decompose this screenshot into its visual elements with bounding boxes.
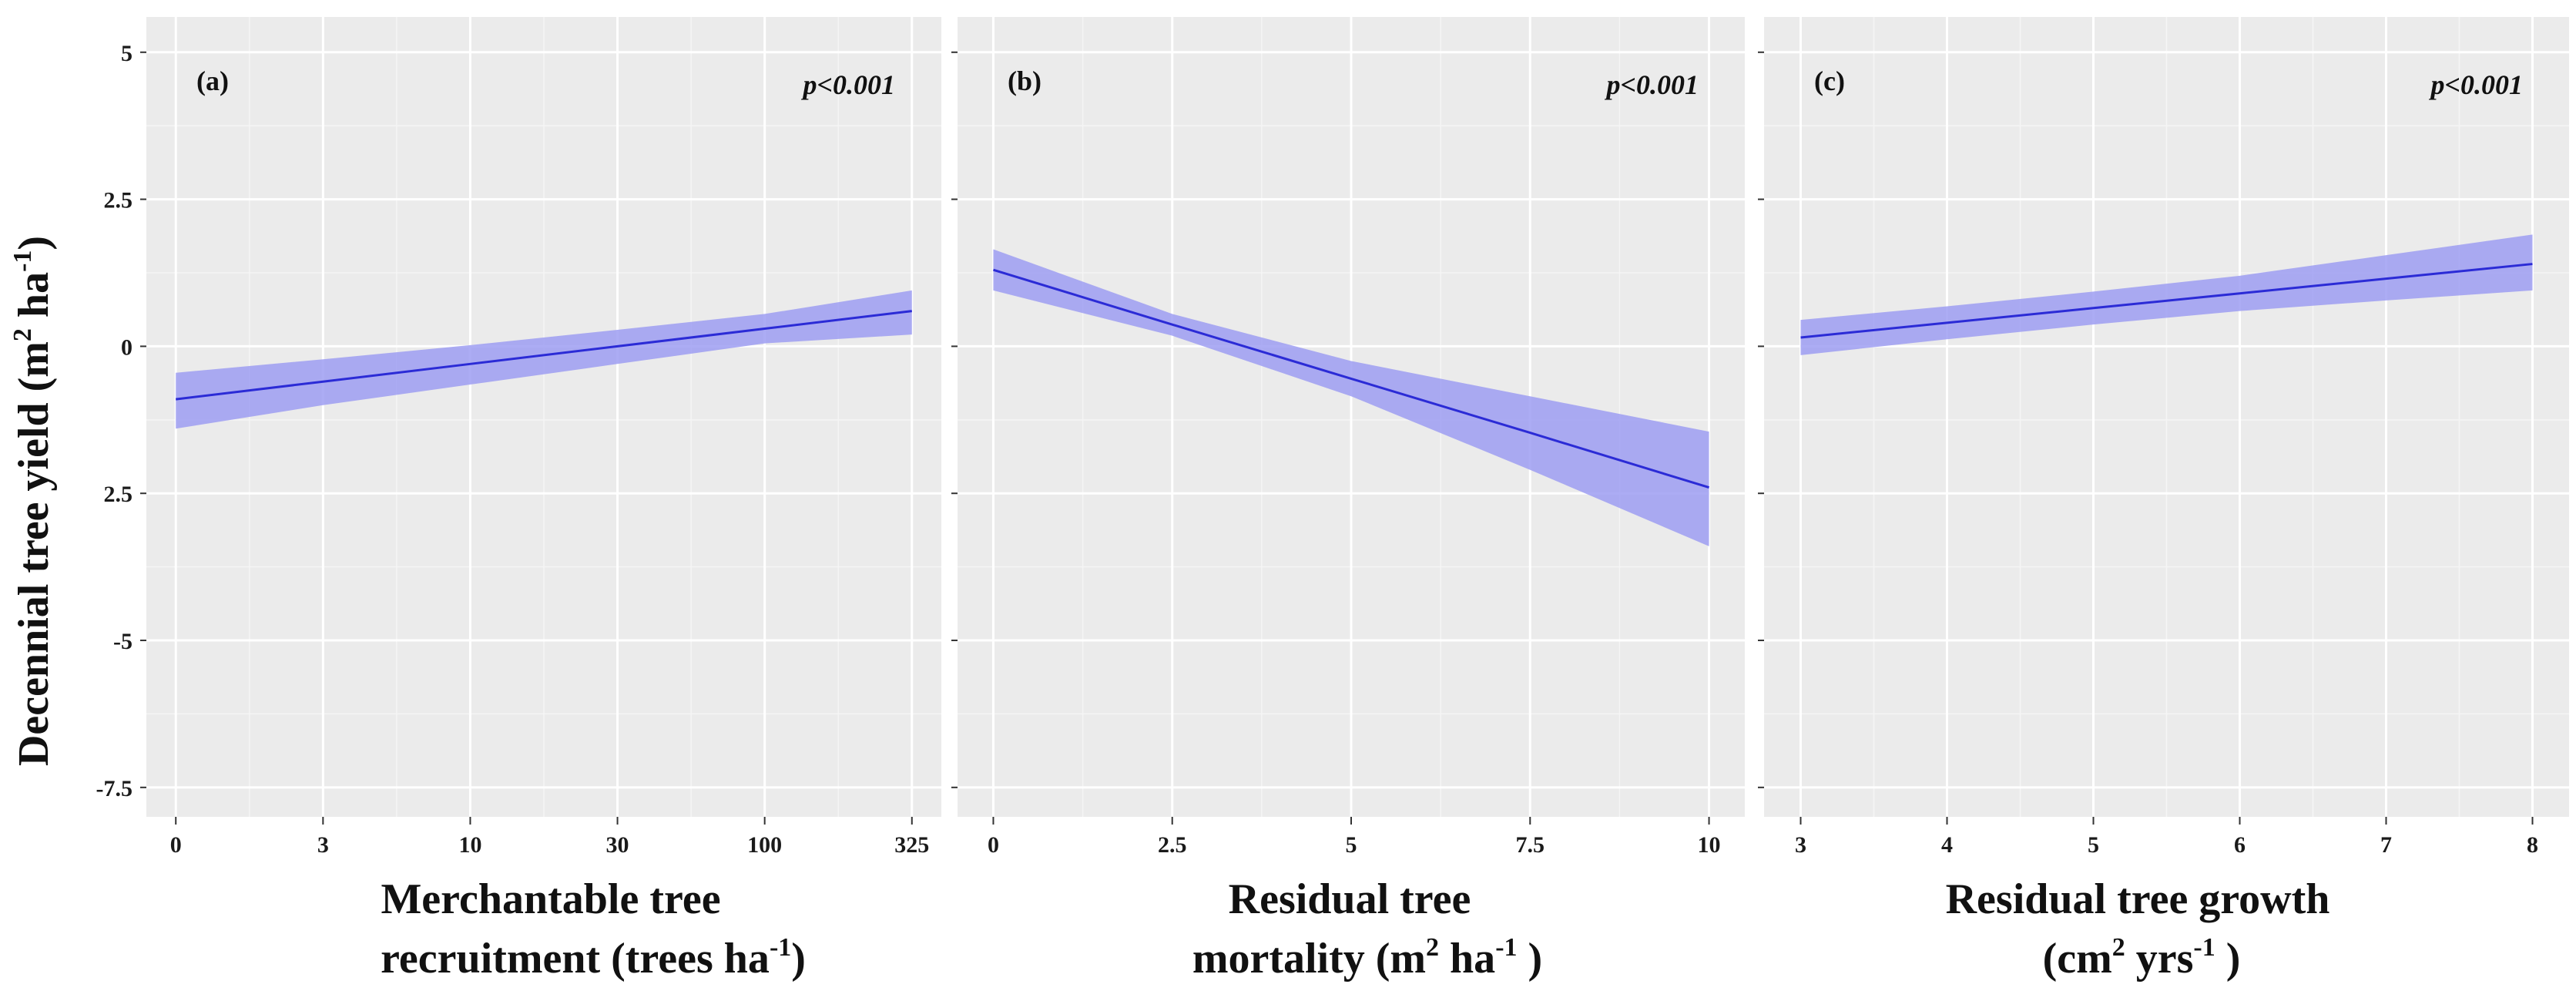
x-axis-title-c-line2-sup: 2 — [2112, 933, 2125, 962]
panel-b: (b) p<0.001 0 2.5 5 7.5 10 — [951, 17, 1745, 858]
x-axis-title-b-line2-main: mortality (m — [1192, 935, 1426, 983]
x-axis-title-b-line2-sup2: -1 — [1495, 933, 1517, 962]
x-tick-label: 100 — [747, 832, 782, 858]
x-axis-title-b: Residual tree mortality (m2 ha-1 ) — [1192, 875, 1542, 983]
x-axis-title-b-line2-sup: 2 — [1426, 933, 1439, 962]
y-axis-title-main: Decennial tree yield (m — [10, 341, 58, 766]
x-tick-label: 10 — [458, 832, 481, 858]
x-axis-title-c-line2: (cm2 yrs-1 ) — [2043, 933, 2241, 983]
y-tick-label: -5 — [113, 629, 132, 654]
x-tick-label: 0 — [170, 832, 182, 858]
y-axis-title-mid: ha — [10, 272, 58, 328]
y-tick-label: -7.5 — [96, 776, 133, 801]
y-tick-label: 2.5 — [104, 188, 133, 213]
y-axis-title: Decennial tree yield (m2 ha-1) — [8, 236, 58, 766]
x-tick-label: 5 — [2088, 832, 2099, 858]
x-tick-label: 6 — [2234, 832, 2246, 858]
p-value-label: p<0.001 — [2428, 69, 2523, 100]
x-axis-title-c-line2-sup2: -1 — [2193, 933, 2215, 962]
x-axis-title-a-line2-end: ) — [791, 935, 806, 983]
x-tick-label: 3 — [317, 832, 329, 858]
x-axis-title-b-line1: Residual tree — [1229, 875, 1471, 923]
y-tick-label: 0 — [121, 334, 132, 360]
x-axis-title-a: Merchantable tree recruitment (trees ha-… — [381, 875, 806, 983]
y-tick-label: 5 — [121, 41, 132, 66]
x-axis-title-a-line2-main: recruitment (trees ha — [381, 935, 770, 983]
x-tick-label: 5 — [1346, 832, 1357, 858]
y-axis-title-end: ) — [10, 236, 58, 250]
confidence-band — [1800, 234, 2533, 355]
x-tick-label: 325 — [894, 832, 929, 858]
fitted-line — [993, 268, 1709, 489]
confidence-band — [176, 290, 912, 429]
x-axis-title-c-line2-end: ) — [2215, 935, 2241, 983]
y-axis-title-sup2: -1 — [8, 250, 37, 272]
y-tick-label: 2.5 — [104, 482, 133, 507]
p-value-label: p<0.001 — [1604, 69, 1699, 100]
x-axis-title-b-line2: mortality (m2 ha-1 ) — [1192, 933, 1542, 983]
x-axis-title-c: Residual tree growth (cm2 yrs-1 ) — [1946, 875, 2330, 983]
x-tick-label: 8 — [2527, 832, 2538, 858]
x-tick-label: 4 — [1941, 832, 1953, 858]
x-axis-title-c-line2-main: (cm — [2043, 935, 2112, 983]
panel-c: (c) p<0.001 3 4 5 6 7 8 — [1758, 17, 2569, 858]
x-tick-label: 10 — [1698, 832, 1721, 858]
fitted-line — [176, 310, 912, 401]
p-value-label: p<0.001 — [800, 69, 895, 100]
panel-label: (a) — [196, 66, 229, 96]
x-tick-label: 30 — [606, 832, 629, 858]
x-axis-title-a-line2: recruitment (trees ha-1) — [381, 933, 806, 983]
x-tick-label: 7 — [2380, 832, 2392, 858]
y-axis-title-sup1: 2 — [8, 328, 37, 341]
x-tick-label: 7.5 — [1516, 832, 1545, 858]
fitted-line — [1800, 263, 2533, 339]
x-axis-title-b-line2-end: ) — [1518, 935, 1543, 983]
panel-label: (c) — [1814, 66, 1845, 96]
x-tick-label: 3 — [1795, 832, 1806, 858]
panel-label: (b) — [1008, 66, 1041, 96]
x-axis-title-c-line2-mid: yrs — [2125, 935, 2194, 983]
x-axis-title-b-line2-mid: ha — [1439, 935, 1495, 983]
panel-a: (a) p<0.001 0 3 10 30 100 325 — [140, 17, 941, 858]
y-axis: 5 2.5 0 2.5 -5 -7.5 — [96, 41, 133, 801]
x-tick-label: 0 — [988, 832, 999, 858]
x-axis-title-c-line1: Residual tree growth — [1946, 875, 2330, 923]
x-tick-label: 2.5 — [1158, 832, 1187, 858]
x-axis-title-a-line1: Merchantable tree — [381, 875, 720, 923]
x-axis-title-a-line2-sup: -1 — [770, 933, 791, 962]
